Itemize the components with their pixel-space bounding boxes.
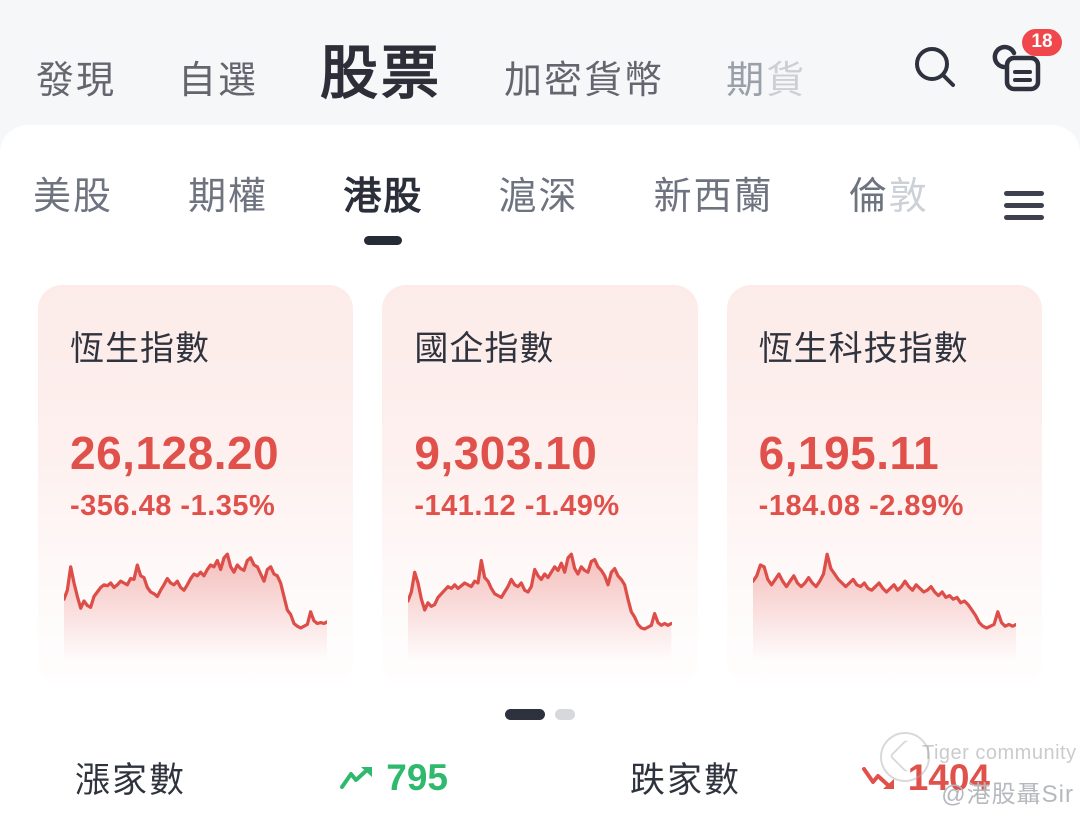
index-card-hstech[interactable]: 恆生科技指數 6,195.11 -184.08 -2.89% bbox=[726, 285, 1042, 685]
sparkline-chart bbox=[752, 541, 1016, 661]
index-card-hscei[interactable]: 國企指數 9,303.10 -141.12 -1.49% bbox=[382, 285, 698, 685]
content-sheet: 美股 期權 港股 滬深 新西蘭 倫敦 恆生指數 26,128.20 -356.4… bbox=[0, 125, 1080, 818]
trend-down-icon bbox=[861, 766, 894, 789]
tab-nz-stocks[interactable]: 新西蘭 bbox=[653, 176, 774, 218]
advancers-label: 漲家數 bbox=[75, 761, 187, 800]
decliners-label: 跌家數 bbox=[630, 761, 742, 800]
tab-cn-stocks[interactable]: 滬深 bbox=[498, 176, 579, 218]
advancers-decliners-row: 漲家數 795 跌家數 1404 bbox=[0, 752, 1080, 803]
index-price: 26,128.20 bbox=[70, 427, 280, 479]
tab-hk-stocks[interactable]: 港股 bbox=[343, 165, 423, 245]
decliners-stat[interactable]: 跌家數 1404 bbox=[540, 752, 1080, 803]
nav-tab-futures[interactable]: 期貨 bbox=[726, 49, 806, 104]
nav-tab-futures-label-faded: 貨 bbox=[766, 59, 807, 102]
pagination-dot-active[interactable] bbox=[505, 709, 545, 720]
index-change: -141.12 -1.49% bbox=[414, 490, 620, 522]
index-change: -356.48 -1.35% bbox=[70, 490, 276, 522]
news-button[interactable]: 18 bbox=[992, 28, 1062, 95]
nav-tab-stocks[interactable]: 股票 bbox=[320, 40, 443, 106]
index-name: 恆生指數 bbox=[70, 330, 210, 368]
tab-hk-stocks-label: 港股 bbox=[343, 176, 424, 218]
news-feed-icon bbox=[992, 44, 1041, 91]
market-tabs: 美股 期權 港股 滬深 新西蘭 倫敦 bbox=[0, 125, 1080, 245]
tab-london[interactable]: 倫敦 bbox=[849, 165, 929, 220]
tab-london-label: 倫 bbox=[848, 176, 889, 218]
tab-us-stocks[interactable]: 美股 bbox=[33, 176, 114, 218]
trend-up-icon bbox=[340, 766, 373, 789]
active-tab-indicator bbox=[364, 236, 403, 245]
tab-options[interactable]: 期權 bbox=[188, 176, 269, 218]
index-name: 國企指數 bbox=[414, 330, 555, 368]
search-icon bbox=[915, 46, 955, 87]
index-card-hsi[interactable]: 恆生指數 26,128.20 -356.48 -1.35% bbox=[38, 285, 354, 685]
index-cards: 恆生指數 26,128.20 -356.48 -1.35% 國企指數 bbox=[0, 285, 1080, 685]
sparkline-chart bbox=[64, 541, 328, 661]
decliners-count: 1404 bbox=[907, 756, 990, 798]
main-nav-tabs: 發現 自選 股票 加密貨幣 期貨 bbox=[36, 26, 908, 110]
nav-tab-watchlist[interactable]: 自選 bbox=[178, 59, 259, 102]
search-button[interactable] bbox=[908, 41, 962, 95]
top-nav: 發現 自選 股票 加密貨幣 期貨 18 bbox=[0, 0, 1080, 125]
nav-tab-crypto[interactable]: 加密貨幣 bbox=[504, 59, 665, 102]
advancers-count: 795 bbox=[386, 756, 448, 798]
notification-badge: 18 bbox=[1022, 28, 1062, 56]
tab-london-label-faded: 敦 bbox=[888, 176, 929, 218]
carousel-pagination bbox=[0, 709, 1080, 720]
index-name: 恆生科技指數 bbox=[758, 330, 969, 368]
nav-tab-futures-label: 期 bbox=[726, 59, 767, 102]
nav-actions: 18 bbox=[908, 28, 1062, 95]
advancers-stat[interactable]: 漲家數 795 bbox=[0, 752, 540, 803]
index-price: 9,303.10 bbox=[414, 427, 598, 479]
pagination-dot[interactable] bbox=[555, 709, 575, 720]
nav-tab-discover[interactable]: 發現 bbox=[36, 59, 117, 102]
index-change: -184.08 -2.89% bbox=[758, 490, 964, 522]
index-price: 6,195.11 bbox=[758, 427, 940, 479]
menu-icon[interactable] bbox=[1003, 190, 1044, 220]
sparkline-chart bbox=[408, 541, 672, 661]
